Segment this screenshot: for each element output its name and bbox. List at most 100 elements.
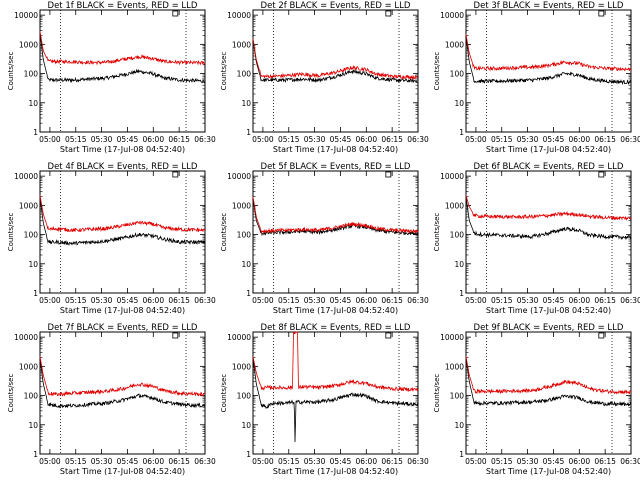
- y-tick-label: 10000: [14, 333, 38, 342]
- y-tick-label: 1: [246, 128, 251, 137]
- x-tick-label: 06:15: [594, 457, 616, 466]
- y-tick-label: 100: [24, 231, 39, 240]
- x-axis-label: Start Time (17-Jul-08 04:52:40): [60, 145, 185, 154]
- y-tick-label: 10: [241, 421, 251, 430]
- series-line-events: [252, 39, 419, 84]
- series-line-lld: [39, 195, 206, 233]
- y-axis-label: Counts/sec: [7, 52, 15, 91]
- chart-title: Det 9f BLACK = Events, RED = LLD: [474, 323, 624, 333]
- x-tick-label: 06:15: [594, 296, 616, 305]
- chart-title: Det 4f BLACK = Events, RED = LLD: [48, 162, 198, 172]
- y-tick-label: 1000: [445, 40, 464, 49]
- x-tick-label: 05:45: [543, 135, 565, 144]
- y-tick-label: 10: [454, 99, 464, 108]
- x-tick-label: 06:00: [355, 457, 377, 466]
- y-tick-label: 100: [24, 70, 39, 79]
- y-axis-label: Counts/sec: [220, 374, 228, 413]
- x-tick-label: 06:00: [142, 457, 164, 466]
- y-tick-label: 10000: [440, 11, 464, 20]
- y-tick-label: 10000: [440, 333, 464, 342]
- x-tick-label: 05:30: [517, 296, 539, 305]
- chart-panel-8: Det 8f BLACK = Events, RED = LLD 1 10 100 10…: [220, 323, 429, 476]
- x-tick-label: 06:15: [381, 296, 403, 305]
- series-line-events: [39, 32, 206, 84]
- chart-panel-2: Det 2f BLACK = Events, RED = LLD 1 10 100 10…: [220, 1, 429, 154]
- x-tick-label: 05:00: [252, 457, 274, 466]
- y-tick-label: 1: [33, 289, 38, 298]
- y-tick-label: 100: [237, 392, 252, 401]
- series-line-events: [39, 357, 206, 409]
- marker-box: [172, 332, 179, 339]
- x-tick-label: 05:30: [304, 457, 326, 466]
- x-tick-label: 05:15: [65, 135, 87, 144]
- x-axis-label: Start Time (17-Jul-08 04:52:40): [486, 145, 611, 154]
- x-axis-label: Start Time (17-Jul-08 04:52:40): [273, 467, 398, 476]
- x-tick-label: 05:00: [39, 457, 61, 466]
- plot-frame: [39, 9, 206, 133]
- x-tick-label: 06:15: [168, 135, 190, 144]
- y-axis-label: Counts/sec: [220, 52, 228, 91]
- plot-frame: [465, 331, 632, 455]
- x-tick-label: 06:30: [407, 296, 429, 305]
- y-axis-label: Counts/sec: [433, 52, 441, 91]
- x-tick-label: 05:30: [304, 296, 326, 305]
- x-tick-label: 05:15: [491, 296, 513, 305]
- x-tick-label: 06:00: [355, 135, 377, 144]
- x-tick-label: 06:00: [568, 457, 590, 466]
- x-tick-label: 06:15: [381, 457, 403, 466]
- y-tick-label: 10000: [14, 11, 38, 20]
- x-tick-label: 05:00: [252, 135, 274, 144]
- y-tick-label: 10000: [227, 172, 251, 181]
- y-tick-label: 10: [28, 260, 38, 269]
- x-tick-label: 06:15: [594, 135, 616, 144]
- x-tick-label: 05:00: [252, 296, 274, 305]
- x-tick-label: 06:30: [620, 457, 640, 466]
- x-tick-label: 05:45: [543, 296, 565, 305]
- y-axis-label: Counts/sec: [433, 374, 441, 413]
- y-tick-label: 10: [454, 421, 464, 430]
- y-tick-label: 1: [459, 128, 464, 137]
- x-tick-label: 05:30: [91, 457, 113, 466]
- x-tick-label: 06:15: [381, 135, 403, 144]
- plot-frame: [252, 9, 419, 133]
- y-tick-label: 100: [237, 70, 252, 79]
- x-tick-label: 05:15: [491, 457, 513, 466]
- chart-title: Det 1f BLACK = Events, RED = LLD: [48, 1, 198, 11]
- x-tick-label: 06:00: [142, 296, 164, 305]
- chart-title: Det 8f BLACK = Events, RED = LLD: [261, 323, 411, 333]
- y-tick-label: 100: [24, 392, 39, 401]
- chart-panel-7: Det 7f BLACK = Events, RED = LLD 1 10 100 10…: [7, 323, 216, 476]
- marker-box: [385, 171, 392, 178]
- x-tick-label: 05:30: [517, 135, 539, 144]
- x-tick-label: 05:00: [465, 457, 487, 466]
- x-tick-label: 06:30: [620, 296, 640, 305]
- chart-panel-3: Det 3f BLACK = Events, RED = LLD 1 10 100 10…: [433, 1, 640, 154]
- series-line-events: [252, 357, 418, 442]
- series-line-events: [39, 196, 206, 246]
- y-tick-label: 1: [33, 128, 38, 137]
- y-tick-label: 1000: [232, 201, 251, 210]
- y-tick-label: 1000: [19, 40, 38, 49]
- series-line-lld: [465, 34, 632, 72]
- marker-box: [598, 171, 605, 178]
- series-line-lld: [39, 31, 206, 66]
- y-tick-label: 100: [450, 70, 465, 79]
- plot-frame: [465, 170, 632, 294]
- x-tick-label: 05:15: [65, 296, 87, 305]
- y-tick-label: 1: [33, 450, 38, 459]
- plot-frame: [252, 170, 419, 294]
- x-tick-label: 06:30: [194, 457, 216, 466]
- y-tick-label: 1000: [19, 362, 38, 371]
- x-tick-label: 05:45: [330, 296, 352, 305]
- y-tick-label: 10: [241, 99, 251, 108]
- x-axis-label: Start Time (17-Jul-08 04:52:40): [273, 306, 398, 315]
- marker-box: [172, 10, 179, 17]
- chart-title: Det 3f BLACK = Events, RED = LLD: [474, 1, 624, 11]
- x-tick-label: 05:00: [465, 296, 487, 305]
- x-tick-label: 05:45: [117, 457, 139, 466]
- y-tick-label: 1000: [232, 362, 251, 371]
- series-line-lld: [465, 356, 632, 395]
- series-line-events: [465, 35, 632, 86]
- y-tick-label: 1: [459, 289, 464, 298]
- y-tick-label: 10: [454, 260, 464, 269]
